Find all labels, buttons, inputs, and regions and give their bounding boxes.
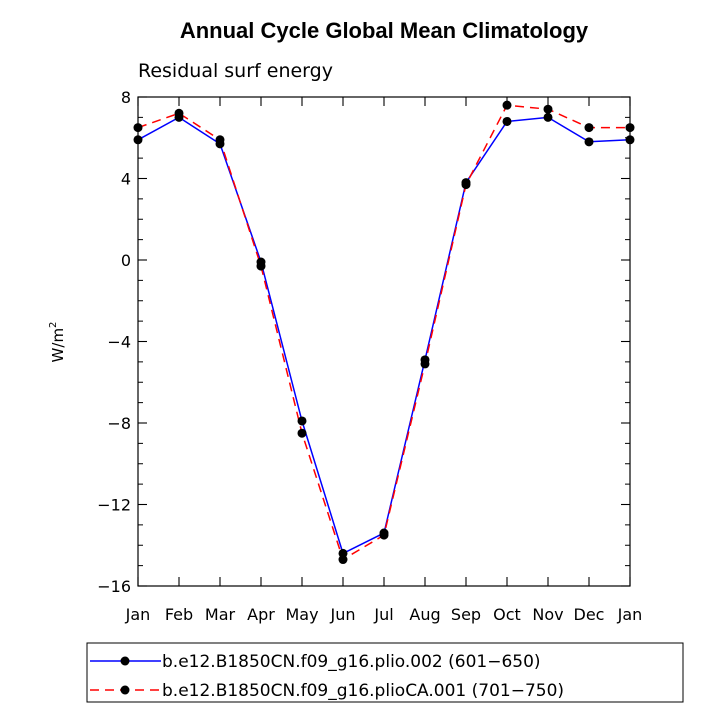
legend-box [86,642,684,703]
y-tick-label: 4 [121,170,131,189]
x-tick-label: Mar [205,605,236,624]
x-tick-label: Feb [165,605,193,624]
data-point-series-1 [543,112,553,122]
data-point-series-2 [256,261,266,271]
x-tick-label: Nov [532,605,563,624]
data-point-series-1 [584,137,594,147]
series-line-1 [137,116,631,555]
series-lines [137,104,631,561]
legend-label-series-1: b.e12.B1850CN.f09_g16.plio.002 (601−650) [162,652,541,672]
y-axis-label: W/m2 [48,322,67,363]
plot-frame [137,96,631,587]
x-tick-label: Jul [373,605,393,624]
data-point-series-2 [379,530,389,540]
y-tick-label: −8 [107,414,131,433]
data-point-series-2 [502,100,512,110]
x-tick-label: Jan [125,605,151,624]
y-tick-label: −4 [107,333,131,352]
data-point-series-2 [338,555,348,565]
chart-subtitle: Residual surf energy [138,60,333,82]
legend-marker-series-2 [120,685,130,695]
data-point-series-2 [543,104,553,114]
data-point-series-2 [297,428,307,438]
svg-text:W/m2: W/m2 [48,322,67,363]
y-tick-label: 0 [121,251,131,270]
data-point-series-1 [502,116,512,126]
series-line-2 [137,104,630,561]
legend-marker-series-1 [120,656,130,666]
x-tick-label: Sep [451,605,481,624]
y-tick-label: 8 [121,88,131,107]
y-axis-label-text: W/m [49,328,67,363]
x-tick-label: Apr [247,605,275,624]
y-tick-label: −16 [97,577,131,596]
y-axis-label-superscript: 2 [48,322,59,328]
x-tick-label: May [285,605,318,624]
y-tick-label: −12 [97,496,131,515]
data-point-series-2 [215,135,225,145]
x-tick-label: Jan [617,605,643,624]
legend: b.e12.B1850CN.f09_g16.plio.002 (601−650)… [86,642,684,703]
data-point-series-2 [174,108,184,118]
ticks-layer: 8 4 0 −4 −8 −12 −16 Jan Feb Mar Apr May Jun Jul Aug Sep… [97,88,642,624]
x-tick-label: Oct [493,605,521,624]
legend-label-series-2: b.e12.B1850CN.f09_g16.plioCA.001 (701−75… [162,681,564,701]
x-tick-label: Dec [574,605,605,624]
data-point-series-2 [461,180,471,190]
x-tick-label: Aug [409,605,440,624]
data-point-series-1 [297,416,307,426]
data-point-series-2 [420,359,430,369]
series-markers [133,100,635,565]
data-point-series-2 [584,123,594,133]
chart-title: Annual Cycle Global Mean Climatology [180,18,589,43]
x-tick-label: Jun [330,605,356,624]
